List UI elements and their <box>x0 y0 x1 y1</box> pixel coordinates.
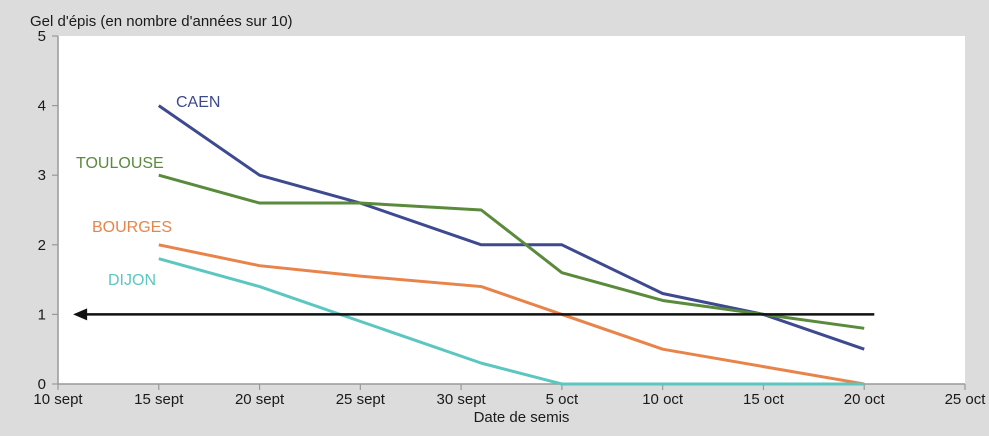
x-tick-label: 10 oct <box>642 391 684 408</box>
series-label-toulouse: TOULOUSE <box>76 155 164 172</box>
series-line-toulouse <box>158 173 865 330</box>
axes: 0 1 2 3 4 5 10 sept 15 sept 20 sept 25 sept 30 sep… <box>33 28 986 408</box>
series-label-dijon: DIJON <box>108 272 156 289</box>
x-tick-label: 10 sept <box>33 391 83 408</box>
plot-area <box>58 36 965 384</box>
x-tick-label: 25 sept <box>336 391 386 408</box>
x-tick-label: 30 sept <box>437 391 487 408</box>
x-tick-label: 5 oct <box>546 391 579 408</box>
y-tick-label: 1 <box>38 306 46 323</box>
series-labels: CAEN TOULOUSE BOURGES DIJON <box>76 94 220 289</box>
y-tick-label: 2 <box>38 237 46 254</box>
threshold-arrow-head <box>73 308 88 321</box>
x-tick-label: 15 sept <box>134 391 184 408</box>
series-label-caen: CAEN <box>176 94 220 111</box>
series-line-dijon <box>158 257 865 386</box>
x-tick-label: 15 oct <box>743 391 785 408</box>
y-tick-label: 4 <box>38 98 46 115</box>
series-lines <box>157 104 865 386</box>
y-tick-label: 5 <box>38 28 46 45</box>
y-axis-title: Gel d'épis (en nombre d'années sur 10) <box>30 13 293 30</box>
y-tick-label: 0 <box>38 376 46 393</box>
x-tick-label: 25 oct <box>945 391 987 408</box>
y-tick-label: 3 <box>38 167 46 184</box>
series-label-bourges: BOURGES <box>92 219 172 236</box>
x-tick-label: 20 sept <box>235 391 285 408</box>
series-line-bourges <box>158 243 865 386</box>
annotations <box>73 308 875 321</box>
x-axis-title: Date de semis <box>474 409 570 426</box>
x-tick-label: 20 oct <box>844 391 886 408</box>
series-line-caen <box>157 104 865 351</box>
